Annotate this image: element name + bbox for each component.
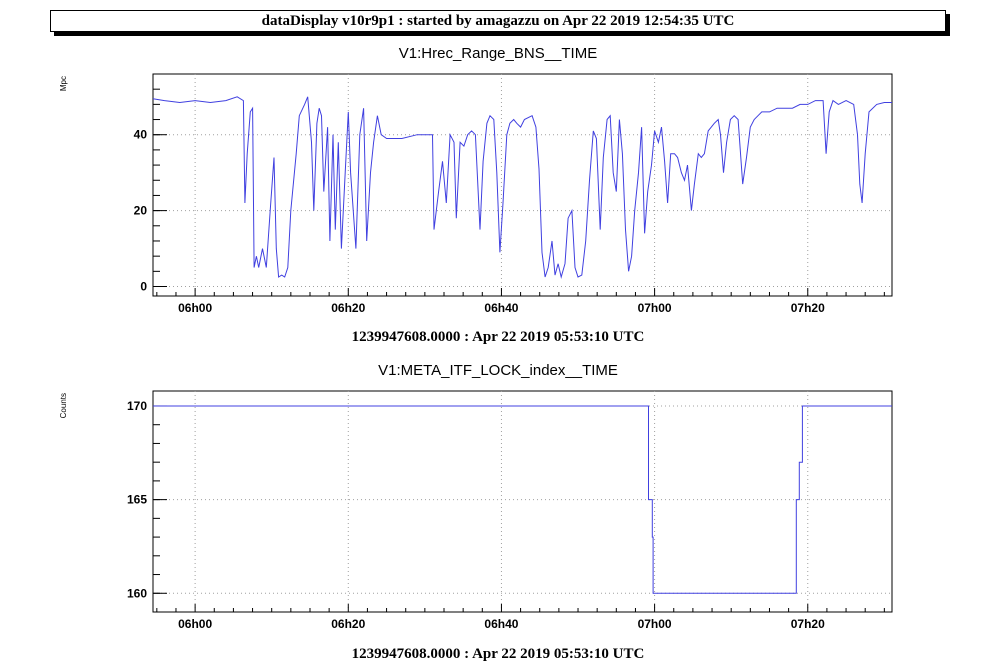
x-tick-label: 07h20 <box>791 301 825 315</box>
y-tick-label: 160 <box>127 586 147 600</box>
y-tick-label: 20 <box>134 204 148 218</box>
chart-2-plot: 06h00 06h20 06h40 07h00 07h20 160 165 170 Counts <box>59 390 893 631</box>
chart-1-footer: 1239947608.0000 : Apr 22 2019 05:53:10 U… <box>351 329 645 345</box>
x-tick-label: 06h00 <box>178 617 212 631</box>
chart-1-plot: 06h00 06h20 06h40 07h00 07h20 0 20 40 Mpc <box>59 73 893 315</box>
chart-2-footer: 1239947608.0000 : Apr 22 2019 05:53:10 U… <box>351 646 645 662</box>
x-tick-label: 07h00 <box>638 301 672 315</box>
plot-frame <box>152 73 893 297</box>
x-tick-label: 06h20 <box>331 301 365 315</box>
x-tick-label: 06h20 <box>331 617 365 631</box>
chart-1-title: V1:Hrec_Range_BNS__TIME <box>398 45 598 62</box>
series-line <box>153 405 892 594</box>
x-tick-label: 07h20 <box>791 617 825 631</box>
x-tick-label: 07h00 <box>638 617 672 631</box>
x-tick-label: 06h00 <box>178 301 212 315</box>
plot-frame <box>152 390 893 613</box>
x-tick-label: 06h40 <box>484 301 518 315</box>
y-tick-label: 40 <box>134 128 148 142</box>
y-tick-label: 165 <box>127 493 147 507</box>
y-axis-label: Mpc <box>59 76 68 91</box>
window-title: dataDisplay v10r9p1 : started by amagazz… <box>261 12 735 29</box>
series-line <box>152 96 892 279</box>
y-tick-label: 170 <box>127 399 147 413</box>
x-tick-label: 06h40 <box>484 617 518 631</box>
y-axis-label: Counts <box>59 393 68 418</box>
chart-2-title: V1:META_ITF_LOCK_index__TIME <box>378 362 618 379</box>
y-tick-label: 0 <box>140 280 147 294</box>
window-title-box: dataDisplay v10r9p1 : started by amagazz… <box>50 10 946 32</box>
